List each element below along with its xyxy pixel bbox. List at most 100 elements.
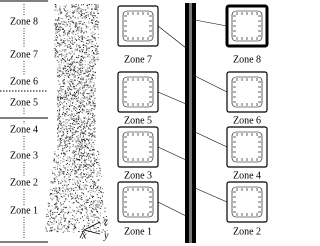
speck — [63, 99, 65, 101]
speck — [83, 194, 85, 196]
speck — [83, 120, 85, 122]
speck — [98, 221, 100, 223]
speck — [81, 37, 83, 39]
speck — [73, 151, 75, 152]
speck — [49, 189, 51, 190]
speck — [57, 70, 59, 72]
speck — [78, 202, 80, 204]
speck — [81, 17, 83, 19]
speck — [83, 126, 85, 128]
speck — [74, 219, 76, 221]
speck — [81, 111, 83, 113]
speck — [91, 133, 93, 135]
speck — [59, 108, 61, 110]
speck — [47, 215, 49, 217]
speck — [87, 75, 89, 77]
speck — [90, 174, 92, 176]
speck — [68, 15, 70, 17]
speck — [57, 132, 59, 134]
speck — [66, 49, 68, 51]
speck — [96, 216, 98, 218]
speck — [68, 77, 69, 78]
speck — [86, 138, 87, 140]
speck — [85, 166, 87, 167]
speck — [83, 225, 85, 227]
speck — [80, 64, 82, 66]
speck — [71, 61, 73, 63]
speck — [72, 95, 73, 97]
speck — [70, 118, 72, 120]
speck — [64, 15, 66, 17]
speck — [67, 163, 68, 164]
speck — [71, 151, 73, 153]
speck — [61, 97, 63, 99]
speck — [90, 219, 92, 221]
speck — [74, 91, 75, 93]
speck — [82, 136, 84, 138]
speck — [84, 84, 86, 86]
speck — [67, 86, 69, 88]
speck — [94, 39, 96, 41]
speck — [72, 31, 74, 33]
speck — [76, 84, 78, 86]
speck — [55, 4, 57, 6]
speck — [79, 101, 81, 103]
speck — [88, 96, 90, 98]
speck — [69, 136, 71, 138]
speck — [69, 150, 70, 152]
speck — [78, 164, 80, 166]
speck — [53, 167, 55, 169]
speck — [55, 32, 57, 34]
speck — [82, 87, 84, 88]
speck — [57, 44, 59, 46]
speck — [69, 176, 71, 178]
speck — [79, 145, 81, 147]
speck — [87, 54, 89, 56]
speck — [61, 91, 63, 93]
speck — [91, 196, 93, 198]
speck — [78, 112, 80, 114]
speck — [57, 51, 59, 53]
speck — [81, 76, 83, 78]
speck — [50, 193, 52, 195]
speck — [61, 42, 63, 44]
speck — [76, 49, 78, 50]
speck — [82, 153, 84, 155]
speck — [62, 31, 64, 33]
speck — [65, 227, 67, 229]
speck — [97, 162, 99, 163]
speck — [56, 59, 58, 61]
speck — [65, 98, 67, 100]
speck — [63, 68, 65, 69]
speck — [59, 44, 60, 45]
speck — [78, 151, 80, 153]
speck — [96, 4, 98, 6]
speck — [97, 179, 99, 181]
speck — [81, 229, 83, 231]
speck — [64, 65, 66, 67]
speck — [65, 10, 67, 12]
speck — [96, 49, 98, 50]
speck — [76, 23, 78, 25]
speck — [81, 109, 83, 111]
speck — [57, 146, 59, 148]
speck — [82, 216, 83, 218]
speck — [50, 214, 52, 216]
speck — [80, 212, 81, 214]
speck — [70, 69, 72, 71]
speck — [70, 86, 72, 88]
speck — [64, 184, 66, 186]
speck — [74, 68, 76, 70]
speck — [78, 8, 80, 10]
speck — [87, 84, 89, 85]
speck — [75, 6, 77, 7]
speck — [91, 105, 93, 107]
speck — [75, 197, 76, 199]
speck — [95, 59, 96, 61]
speck — [96, 168, 98, 169]
speck — [74, 6, 76, 8]
speck — [97, 59, 99, 61]
speck — [75, 34, 77, 35]
speck — [78, 91, 79, 93]
speck — [73, 167, 75, 169]
